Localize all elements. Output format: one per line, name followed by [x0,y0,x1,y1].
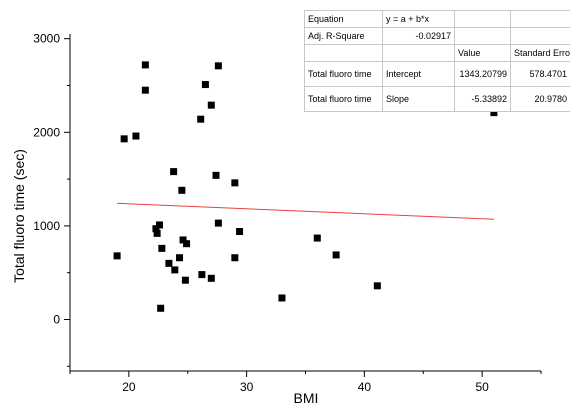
fit-table-body: Equation y = a + b*x Adj. R-Square -0.02917… [304,10,570,112]
y-tick-label: 2000 [33,125,60,139]
fit-table-cell [304,44,383,62]
y-tick-label: 3000 [33,32,60,46]
fit-table-row: Total fluoro time Slope -5.33892 20.9780 [304,86,570,112]
fit-line [117,202,494,220]
data-point [153,229,161,237]
data-point [214,62,222,70]
data-point [155,221,163,229]
fit-table-row: Equation y = a + b*x [304,10,570,28]
fit-line-group [117,202,494,220]
fit-table-cell: Standard Erro [510,44,570,62]
x-axis-title: BMI [294,390,319,406]
data-point [332,251,340,259]
fit-table-cell [454,27,511,45]
data-point [373,282,381,290]
fit-table-cell: Total fluoro time [304,86,383,112]
fit-table-cell: Equation [304,10,383,28]
data-point [181,276,189,284]
fit-table-row: Adj. R-Square -0.02917 [304,27,570,45]
fit-table-cell: -5.33892 [454,86,511,112]
data-point [490,109,498,117]
points-group [113,61,498,312]
x-tick-label: 50 [475,380,489,394]
fit-table-cell: Slope [382,86,455,112]
data-point [120,135,128,143]
data-point [152,225,160,233]
fit-table-cell: Value [454,44,511,62]
data-point [170,168,178,176]
x-tick-label: 30 [240,380,254,394]
fit-results-table: Equation y = a + b*x Adj. R-Square -0.02917… [304,10,570,112]
fit-table-row: Value Standard Erro [304,44,570,62]
data-point [231,254,239,262]
fit-table-cell [382,44,455,62]
fit-table-cell: Adj. R-Square [304,27,383,45]
fit-table-cell: 578.4701 [510,61,570,87]
data-point [198,271,206,279]
data-point [278,294,286,302]
data-point [157,304,165,312]
data-point [236,228,244,236]
data-point [207,274,215,282]
y-tick-label: 0 [53,313,60,327]
data-point [207,101,215,109]
data-point [141,86,149,94]
data-point [178,186,186,194]
fit-table-cell: Total fluoro time [304,61,383,87]
data-point [165,259,173,267]
fit-table-cell: Intercept [382,61,455,87]
fit-table-row: Total fluoro time Intercept 1343.20799 578.… [304,61,570,87]
fit-table-cell: y = a + b*x [382,10,455,28]
data-point [183,240,191,248]
x-tick-label: 40 [358,380,372,394]
x-tick-label: 20 [122,380,136,394]
y-axis-title: Total fluoro time (sec) [11,149,27,283]
data-point [201,81,209,89]
fit-table-cell: -0.02917 [382,27,455,45]
data-point [179,236,187,244]
data-point [212,171,220,179]
data-point [141,61,149,69]
data-point [132,132,140,140]
fit-table-cell [510,10,570,28]
data-point [231,179,239,187]
data-point [197,115,205,123]
fit-table-cell [510,27,570,45]
data-point [214,219,222,227]
y-tick-label: 1000 [33,219,60,233]
data-point [171,266,179,274]
fit-table-cell: 20.9780 [510,86,570,112]
data-point [176,254,184,262]
data-point [158,244,166,252]
fit-table-cell: 1343.20799 [454,61,511,87]
ticks: 20 30 40 50 0 1000 2000 3000 [33,32,542,394]
data-point [313,234,321,242]
fit-table-cell [454,10,511,28]
data-point [113,252,121,260]
